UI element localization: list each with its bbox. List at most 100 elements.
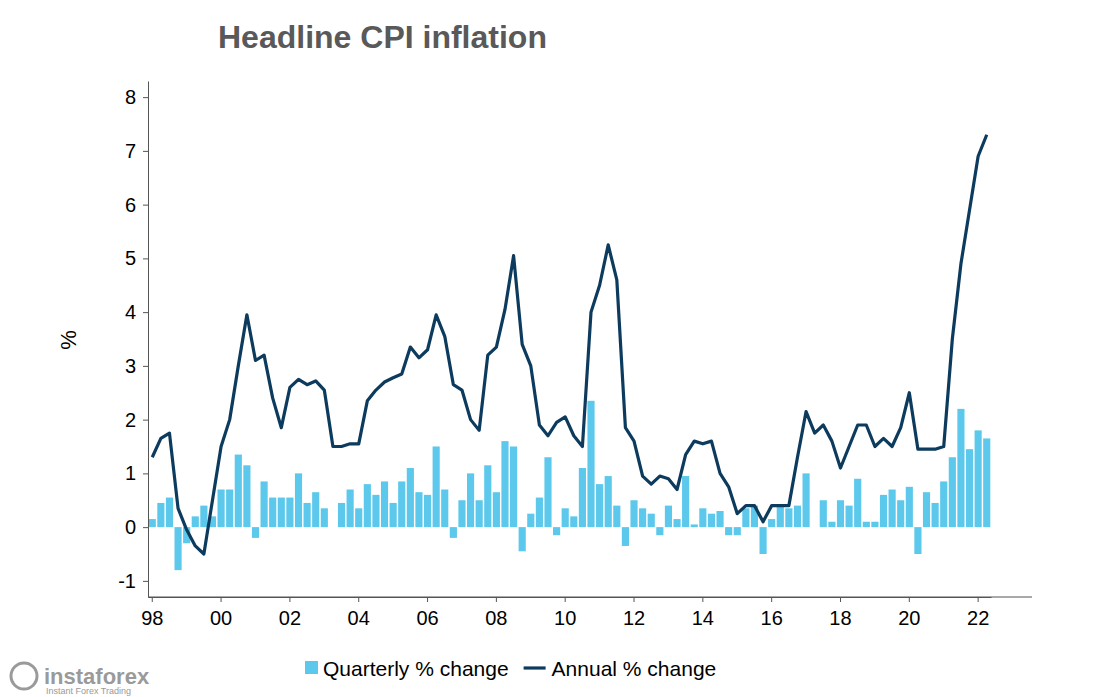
x-tick: 08	[485, 597, 507, 629]
bar	[501, 441, 508, 527]
bar	[243, 465, 250, 527]
bar	[785, 508, 792, 527]
x-tick-label: 04	[348, 607, 370, 629]
bar	[871, 522, 878, 527]
legend-label: Quarterly % change	[323, 657, 509, 680]
y-tick-label: -1	[118, 570, 136, 592]
bar	[235, 455, 242, 528]
bar	[364, 484, 371, 527]
bar	[691, 524, 698, 527]
x-tick-label: 22	[967, 607, 989, 629]
bar	[759, 527, 766, 554]
bar	[381, 481, 388, 527]
bar	[605, 476, 612, 527]
y-tick-mark	[143, 258, 148, 259]
bar	[544, 457, 551, 527]
bar	[725, 527, 732, 535]
bar	[321, 508, 328, 527]
y-tick-mark	[143, 473, 148, 474]
bar	[347, 490, 354, 528]
y-tick: 1	[125, 462, 148, 484]
y-tick-label: 0	[125, 516, 136, 538]
y-tick: 8	[125, 86, 148, 108]
legend: Quarterly % change Annual % change	[305, 657, 716, 680]
bar	[157, 503, 164, 527]
bar	[424, 495, 431, 527]
y-tick-label: 3	[125, 355, 136, 377]
x-tick-label: 98	[141, 607, 163, 629]
x-tick-label: 16	[761, 607, 783, 629]
y-tick-mark	[143, 151, 148, 152]
bar	[777, 506, 784, 528]
y-tick: -1	[118, 570, 148, 592]
x-tick: 18	[829, 597, 851, 629]
bar	[630, 500, 637, 527]
bar	[656, 527, 663, 535]
bar	[957, 409, 964, 527]
x-tick-label: 10	[554, 607, 576, 629]
bar	[975, 430, 982, 527]
bar	[450, 527, 457, 538]
y-tick-mark	[143, 312, 148, 313]
bar	[906, 487, 913, 527]
bar	[536, 498, 543, 528]
y-tick-label: 8	[125, 86, 136, 108]
bar	[433, 447, 440, 528]
bar	[149, 519, 156, 527]
bar	[639, 508, 646, 527]
bar	[914, 527, 921, 554]
title: Headline CPI inflation	[218, 19, 547, 55]
x-tick-mark	[909, 597, 910, 602]
bar	[699, 508, 706, 527]
x-tick-mark	[634, 597, 635, 602]
bar	[889, 490, 896, 528]
bar	[863, 522, 870, 527]
x-tick-mark	[978, 597, 979, 602]
bar	[716, 511, 723, 527]
y-tick-label: 2	[125, 409, 136, 431]
x-tick-mark	[289, 597, 290, 602]
bar	[708, 514, 715, 527]
watermark-subtitle: Instant Forex Trading	[46, 686, 131, 696]
bar	[820, 500, 827, 527]
bar	[510, 447, 517, 528]
y-tick: 4	[125, 301, 148, 323]
x-tick-mark	[358, 597, 359, 602]
bar	[398, 481, 405, 527]
bar	[226, 490, 233, 528]
bar	[174, 527, 181, 570]
y-tick-label: 4	[125, 301, 136, 323]
bar	[390, 503, 397, 527]
bar	[200, 506, 207, 528]
x-axis-line	[149, 597, 992, 598]
bar	[295, 473, 302, 527]
y-axis-line	[148, 82, 149, 598]
y-tick: 5	[125, 247, 148, 269]
bar	[587, 401, 594, 527]
x-tick: 22	[967, 597, 989, 629]
bar	[932, 503, 939, 527]
x-tick: 16	[761, 597, 783, 629]
y-tick-mark	[143, 581, 148, 582]
x-axis: 98000204060810121416182022	[141, 597, 991, 629]
x-tick-label: 00	[210, 607, 232, 629]
x-axis-baseline	[148, 597, 1032, 598]
y-tick-mark	[143, 420, 148, 421]
bar	[252, 527, 259, 538]
bar	[562, 508, 569, 527]
y-tick-label: 5	[125, 247, 136, 269]
legend-label: Annual % change	[552, 657, 717, 680]
bar	[355, 508, 362, 527]
bar	[278, 498, 285, 528]
y-tick-mark	[143, 527, 148, 528]
y-axis-title: %	[56, 330, 81, 350]
x-tick: 10	[554, 597, 576, 629]
line	[152, 135, 986, 554]
bar	[304, 503, 311, 527]
bar	[596, 484, 603, 527]
legend-swatch	[305, 661, 318, 674]
x-tick: 98	[141, 597, 163, 629]
x-tick: 04	[348, 597, 370, 629]
x-tick-label: 02	[279, 607, 301, 629]
bar	[312, 492, 319, 527]
